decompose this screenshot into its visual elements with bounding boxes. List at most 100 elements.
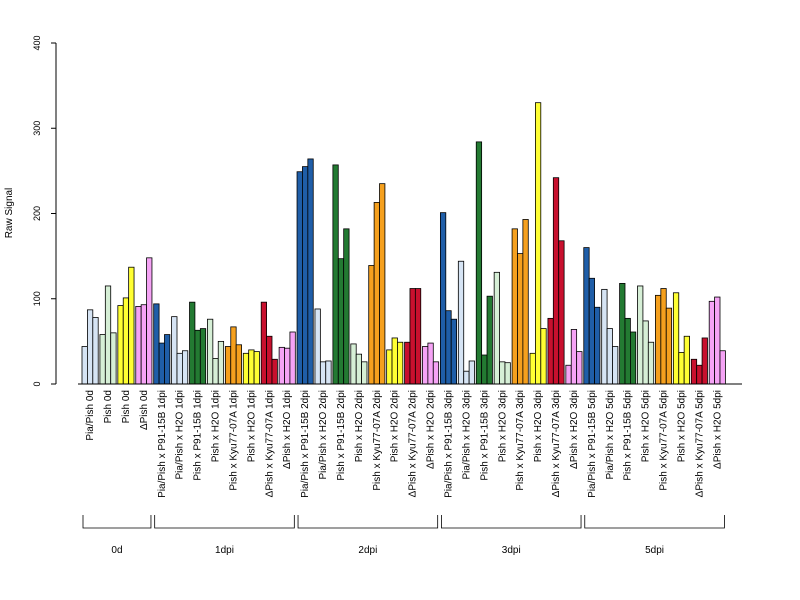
bar xyxy=(242,352,250,385)
bar xyxy=(289,331,296,385)
bar xyxy=(171,316,178,385)
bar xyxy=(601,288,608,385)
bar xyxy=(660,288,667,385)
bar xyxy=(463,370,470,385)
bar xyxy=(619,282,626,385)
bar xyxy=(284,347,291,385)
bar xyxy=(540,328,547,385)
bar xyxy=(153,303,160,385)
bar xyxy=(314,308,321,385)
category-label: ΔPish x H2O 1dpi xyxy=(282,390,293,469)
bar xyxy=(445,310,452,385)
bars xyxy=(81,102,726,385)
bar xyxy=(624,317,631,385)
group-label: 3dpi xyxy=(502,545,521,556)
bar xyxy=(164,334,171,385)
bar xyxy=(522,219,529,385)
category-label: Pish x P91-15B 2dpi xyxy=(336,390,347,481)
bar xyxy=(475,141,483,385)
bar xyxy=(355,353,363,385)
bar xyxy=(690,358,698,385)
bar xyxy=(92,317,99,385)
bar xyxy=(391,337,398,385)
category-label: Pish x Kyu77-07A 1dpi xyxy=(228,390,239,491)
bar xyxy=(427,342,434,385)
category-label: ΔPish x Kyu77-07A 3dpi xyxy=(551,390,562,497)
bar xyxy=(194,329,201,385)
bar xyxy=(230,326,237,385)
category-label: ΔPish x H2O 5dpi xyxy=(712,390,723,469)
bar xyxy=(302,166,309,385)
category-label: Pish 0d xyxy=(103,390,114,423)
y-tick-label: 200 xyxy=(32,206,42,221)
category-label: Pish x H2O 2dpi xyxy=(390,390,401,462)
bar xyxy=(422,346,429,385)
bar xyxy=(457,260,465,385)
bar xyxy=(576,351,583,385)
bar xyxy=(189,301,196,385)
category-label: Pia/Pish x H2O 3dpi xyxy=(461,390,472,480)
category-label: Pish x P91-15B 1dpi xyxy=(193,390,204,481)
bar xyxy=(224,346,232,385)
bar xyxy=(235,344,242,385)
category-label: Pia/Pish x H2O 5dpi xyxy=(605,390,616,480)
category-labels: Pia/Pish 0d Pish 0d Pish 0d ΔPish 0d Pia/Pis… xyxy=(85,390,723,498)
bar xyxy=(517,253,524,385)
bar xyxy=(647,341,655,385)
bar xyxy=(701,337,708,385)
bar xyxy=(319,361,327,385)
bar xyxy=(583,247,590,385)
bar xyxy=(719,350,726,385)
category-label: Pish x Kyu77-07A 5dpi xyxy=(659,390,670,491)
bar xyxy=(207,318,214,385)
category-label: ΔPish x H2O 3dpi xyxy=(569,390,580,469)
bar xyxy=(350,343,357,385)
category-label: Pia/Pish x H2O 1dpi xyxy=(175,390,186,480)
category-label: Pish x P91-15B 3dpi xyxy=(479,390,490,481)
bar xyxy=(135,306,142,385)
bar xyxy=(655,294,662,385)
bar xyxy=(266,335,273,385)
category-label: ΔPish 0d xyxy=(139,390,150,430)
bar xyxy=(552,177,560,385)
bar xyxy=(379,183,386,385)
bar xyxy=(158,342,165,385)
bar xyxy=(146,257,153,385)
category-label: Pia/Pish x P91-15B 2dpi xyxy=(300,390,311,498)
category-label: Pish x Kyu77-07A 3dpi xyxy=(515,390,526,491)
bar xyxy=(307,158,314,385)
bar xyxy=(87,309,94,385)
y-axis-title: Raw Signal xyxy=(4,188,15,239)
bar xyxy=(110,332,117,385)
y-axis: 0 100 200 300 400 xyxy=(32,35,57,387)
category-label: Pia/Pish x P91-15B 1dpi xyxy=(157,390,168,498)
group-label: 2dpi xyxy=(358,545,377,556)
bar xyxy=(386,349,393,385)
bar xyxy=(81,346,88,385)
bar xyxy=(637,285,644,385)
bar xyxy=(253,351,260,385)
bar xyxy=(217,340,225,385)
bar xyxy=(343,228,350,385)
bar xyxy=(140,304,147,385)
category-label: Pia/Pish x P91-15B 3dpi xyxy=(444,390,455,498)
bar xyxy=(612,346,619,385)
bar xyxy=(588,277,595,385)
bar xyxy=(432,361,440,385)
category-label: Pish 0d xyxy=(121,390,132,423)
bar xyxy=(468,360,475,385)
y-tick-label: 100 xyxy=(32,291,42,306)
y-tick-label: 300 xyxy=(32,121,42,136)
bar xyxy=(332,164,339,385)
group-brackets: 0d 1dpi 2dpi 3dpi 5dpi xyxy=(82,515,725,556)
category-label: Pish x P91-15B 5dpi xyxy=(623,390,634,481)
bar xyxy=(529,352,536,385)
bar xyxy=(570,329,578,385)
bar xyxy=(397,341,404,385)
category-label: ΔPish x Kyu77-07A 1dpi xyxy=(264,390,275,497)
bar xyxy=(325,360,332,385)
bar xyxy=(696,364,703,385)
category-label: Pish x Kyu77-07A 2dpi xyxy=(372,390,383,491)
bar xyxy=(450,318,458,385)
